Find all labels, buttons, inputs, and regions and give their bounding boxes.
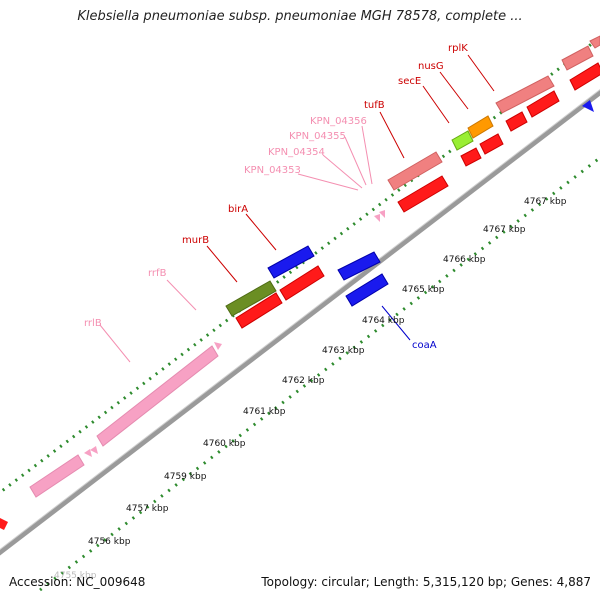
summary-text: Topology: circular; Length: 5,315,120 bp… <box>261 575 591 589</box>
scale-label-4766: 4766 kbp <box>443 255 486 265</box>
rrfB-feature-2[interactable] <box>90 446 98 454</box>
small-rna-feature[interactable] <box>214 342 222 350</box>
gene-label-secE[interactable]: secE <box>398 76 421 87</box>
nusG-feature[interactable] <box>479 133 504 155</box>
scale-label-4759: 4759 kbp <box>164 472 207 482</box>
gene-label-murB[interactable]: murB <box>182 235 209 246</box>
blue-cds-feature[interactable] <box>267 245 315 279</box>
backbone-highlight <box>0 89 600 550</box>
lime-cds-feature[interactable] <box>451 130 474 151</box>
gene-labels: rrlB rrfB murB birA KPN_04353 KPN_04354 … <box>84 43 468 351</box>
scale-label-4767: 4767 kbp <box>483 225 526 235</box>
accession-text: Accession: NC_009648 <box>9 575 146 589</box>
gene-label-tufB[interactable]: tufB <box>364 100 385 111</box>
rrlB-feature[interactable] <box>96 345 219 447</box>
tufB-upper-feature[interactable] <box>387 151 443 191</box>
gene-label-coaA[interactable]: coaA <box>412 340 437 351</box>
green-cds-feature[interactable] <box>225 280 277 317</box>
ribosomal-feature-1[interactable] <box>495 75 555 114</box>
blue-marker-feature[interactable] <box>582 100 594 112</box>
scale-label-4763: 4763 kbp <box>322 346 365 356</box>
gene-label-rrlB[interactable]: rrlB <box>84 318 102 329</box>
ribosomal-feature-3[interactable] <box>589 35 600 49</box>
secE-feature[interactable] <box>460 147 482 167</box>
scale-label-4765: 4765 kbp <box>402 285 445 295</box>
gene-label-KPN_04354[interactable]: KPN_04354 <box>268 147 325 158</box>
gene-label-rplK[interactable]: rplK <box>448 43 468 54</box>
ribosomal-feature-2[interactable] <box>561 45 594 71</box>
scale-label-4760: 4760 kbp <box>203 439 246 449</box>
gene-label-leaders <box>99 54 495 363</box>
gene-label-rrfB[interactable]: rrfB <box>148 268 167 279</box>
coaA-feature-2[interactable] <box>345 273 389 307</box>
inner-tick-track <box>39 155 600 592</box>
scale-label-4762: 4762 kbp <box>282 376 325 386</box>
scale-label-4764: 4764 kbp <box>362 316 405 326</box>
rrlB-feature-start[interactable] <box>29 454 85 498</box>
KPN_04353-feature[interactable] <box>374 214 380 222</box>
gene-label-KPN_04356[interactable]: KPN_04356 <box>310 116 367 127</box>
rplK-feature[interactable] <box>505 111 528 132</box>
scale-label-4757: 4757 kbp <box>126 504 169 514</box>
genome-backbone <box>0 89 600 556</box>
rrfB-feature[interactable] <box>84 449 92 457</box>
tufB-feature[interactable] <box>397 175 449 213</box>
gene-label-KPN_04353[interactable]: KPN_04353 <box>244 165 301 176</box>
orange-cds-feature[interactable] <box>467 115 494 139</box>
gene-label-KPN_04355[interactable]: KPN_04355 <box>289 131 346 142</box>
rplJ-feature[interactable] <box>569 62 600 91</box>
map-title: Klebsiella pneumoniae subsp. pneumoniae … <box>77 9 523 24</box>
scale-label-4756: 4756 kbp <box>88 537 131 547</box>
birA-feature[interactable] <box>279 265 325 301</box>
murB-feature[interactable] <box>235 292 283 329</box>
KPN_04354-feature[interactable] <box>379 210 385 218</box>
gene-label-birA[interactable]: birA <box>228 204 248 215</box>
scale-label-4761: 4761 kbp <box>243 407 286 417</box>
coaA-feature[interactable] <box>337 251 381 281</box>
scale-labels: 4756 kbp 4757 kbp 4759 kbp 4760 kbp 4761… <box>54 197 567 581</box>
scale-label-4767: 4767 kbp <box>524 197 567 207</box>
rplA-feature[interactable] <box>526 90 560 118</box>
edge-red-feature[interactable] <box>0 518 8 530</box>
scale-label-4755-partial: 4755 kbp <box>54 571 97 581</box>
gene-label-nusG[interactable]: nusG <box>418 61 444 72</box>
